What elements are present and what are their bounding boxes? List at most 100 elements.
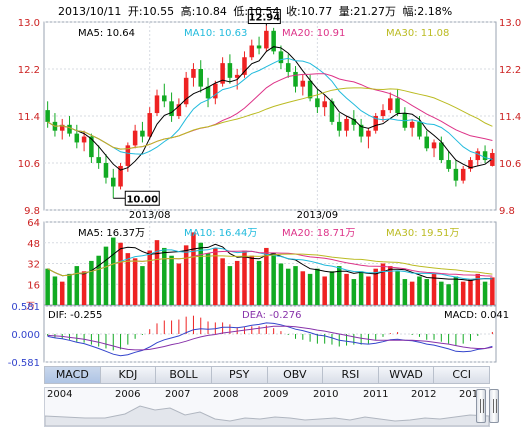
candle-body: [446, 160, 451, 169]
candle-body: [45, 110, 50, 122]
volume-bar: [446, 284, 451, 305]
volume-bar: [307, 273, 313, 305]
tab-cci[interactable]: CCI: [452, 368, 471, 381]
volume-bar: [300, 271, 306, 305]
volume-bar: [249, 255, 255, 305]
candle-body: [249, 45, 255, 58]
candle-body: [307, 80, 313, 99]
volume-bar: [490, 277, 495, 305]
price-tick-left: 9.8: [24, 206, 40, 217]
candle-body: [351, 118, 357, 125]
price-tick-left: 13.0: [18, 18, 40, 29]
range-handle-right[interactable]: [489, 389, 499, 423]
volume-bar: [264, 247, 269, 305]
open-label: 开:: [127, 5, 143, 18]
date-tick-label: 2013/09: [297, 210, 339, 221]
volume-tick: 64: [27, 218, 40, 229]
volume-bar: [453, 276, 459, 305]
candle-body: [439, 142, 444, 161]
candle-body: [278, 51, 284, 64]
timeline-navigator[interactable]: 2004 2006 2007 2008 2009 2010 2011 2012 …: [44, 387, 490, 427]
volume-bar: [191, 232, 196, 305]
candle-body: [140, 130, 145, 137]
candle-body: [242, 57, 247, 75]
price-legend-ma30: MA30: 11.08: [386, 28, 449, 39]
candle-body: [460, 168, 466, 181]
candle-body: [132, 130, 138, 146]
candle-body: [417, 121, 422, 137]
candle-body: [264, 30, 269, 49]
volume-bar: [482, 281, 488, 305]
range-handle-left[interactable]: [476, 389, 486, 423]
volume-bar: [147, 250, 152, 305]
candle-body: [176, 104, 182, 116]
volume-tick: 32: [27, 260, 40, 271]
volume-bar: [322, 276, 327, 305]
volume-ma30-line: [47, 253, 493, 277]
candle-body: [315, 98, 320, 108]
tab-macd[interactable]: MACD: [45, 367, 101, 383]
candle-body: [125, 145, 131, 166]
low-value: 10.54: [248, 5, 280, 18]
candle-body: [344, 118, 349, 131]
volume-bar: [220, 258, 225, 305]
low-annotation-label: 10.00: [126, 194, 158, 205]
tab-wvad[interactable]: WVAD: [379, 367, 435, 383]
high-annotation-label: 12.94: [249, 13, 281, 24]
price-legend-ma10: MA10: 10.63: [184, 28, 247, 39]
volume-ma5-line: [47, 243, 493, 282]
volume-legend-ma30: MA30: 19.51万: [386, 228, 459, 239]
volume-bar: [242, 250, 247, 305]
tab-rsi[interactable]: RSI: [323, 367, 379, 383]
macd-dif-line: [47, 322, 493, 357]
tab-psy[interactable]: PSY: [212, 367, 268, 383]
volume-bar: [409, 281, 415, 305]
price-tick-right: 10.6: [499, 159, 521, 170]
volume-bar: [402, 279, 408, 305]
amplitude-value: 2.18%: [417, 5, 453, 18]
candle-body: [198, 69, 204, 87]
volume-bar: [198, 242, 204, 305]
year-label: 2012: [411, 389, 437, 400]
volume-bar: [132, 258, 138, 305]
volume-bar: [176, 263, 182, 305]
volume-bar: [439, 281, 444, 305]
candle-body: [183, 77, 189, 105]
volume-label: 量:: [338, 5, 354, 18]
candle-body: [373, 116, 378, 131]
close-label: 收:: [286, 5, 301, 18]
macd-dea-line: [47, 325, 493, 351]
volume-bar: [293, 266, 298, 305]
candle-body: [81, 136, 87, 143]
year-label: 2009: [263, 389, 289, 400]
tab-obv[interactable]: OBV: [268, 367, 324, 383]
candle-body: [285, 63, 291, 72]
price-tick-right: 12.2: [499, 65, 521, 76]
volume-bar: [125, 253, 131, 305]
volume-tick: 48: [27, 239, 40, 250]
tab-boll[interactable]: BOLL: [156, 367, 212, 383]
candle-body: [67, 124, 72, 134]
volume-bar: [336, 266, 342, 305]
volume-bar: [395, 271, 400, 305]
price-tick-left: 10.6: [18, 159, 40, 170]
price-tick-right: 11.4: [499, 112, 521, 123]
volume-bar: [315, 268, 320, 305]
volume-bar: [329, 271, 335, 305]
volume-bar: [351, 279, 357, 305]
volume-bar: [234, 260, 240, 305]
candle-body: [59, 124, 65, 131]
amplitude-label: 幅:: [402, 5, 418, 18]
price-tick-left: 11.4: [18, 112, 40, 123]
volume-legend-ma10: MA10: 16.44万: [184, 228, 257, 239]
candle-body: [118, 165, 123, 187]
volume-bar: [380, 263, 386, 305]
candle-body: [213, 83, 218, 99]
volume-bar: [162, 247, 167, 305]
volume-bar: [366, 276, 371, 305]
candle-body: [103, 163, 109, 178]
volume-bar: [183, 245, 189, 305]
tab-kdj[interactable]: KDJ: [101, 367, 157, 383]
candle-body: [89, 136, 94, 158]
